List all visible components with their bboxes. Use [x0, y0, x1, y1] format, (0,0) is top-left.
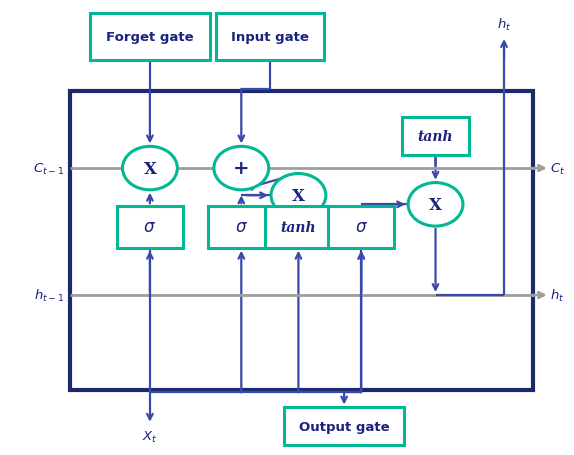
FancyBboxPatch shape — [117, 207, 183, 248]
Circle shape — [122, 147, 177, 190]
Text: $C_{t-1}$: $C_{t-1}$ — [33, 161, 64, 176]
Circle shape — [408, 183, 463, 227]
Text: $\sigma$: $\sigma$ — [355, 219, 368, 236]
Text: X: X — [292, 187, 305, 204]
Text: +: + — [233, 160, 250, 178]
Text: $h_t$: $h_t$ — [497, 17, 511, 33]
Text: Input gate: Input gate — [231, 31, 309, 44]
Text: Forget gate: Forget gate — [106, 31, 193, 44]
FancyBboxPatch shape — [90, 14, 210, 61]
Text: $h_t$: $h_t$ — [550, 287, 564, 303]
FancyBboxPatch shape — [216, 14, 324, 61]
Text: tanh: tanh — [281, 221, 316, 234]
Text: X: X — [429, 197, 442, 213]
FancyBboxPatch shape — [208, 207, 274, 248]
Text: tanh: tanh — [418, 130, 453, 144]
FancyBboxPatch shape — [265, 207, 332, 248]
Text: X: X — [144, 160, 156, 177]
Text: $\sigma$: $\sigma$ — [144, 219, 156, 236]
Circle shape — [271, 174, 326, 217]
Text: $h_{t-1}$: $h_{t-1}$ — [34, 287, 64, 303]
Text: Output gate: Output gate — [299, 420, 389, 433]
FancyBboxPatch shape — [70, 92, 533, 390]
FancyBboxPatch shape — [328, 207, 394, 248]
Text: $\sigma$: $\sigma$ — [235, 219, 248, 236]
Circle shape — [214, 147, 269, 190]
FancyBboxPatch shape — [402, 118, 468, 156]
Text: $C_t$: $C_t$ — [550, 161, 565, 176]
Text: $X_t$: $X_t$ — [142, 429, 158, 444]
FancyBboxPatch shape — [284, 408, 404, 445]
